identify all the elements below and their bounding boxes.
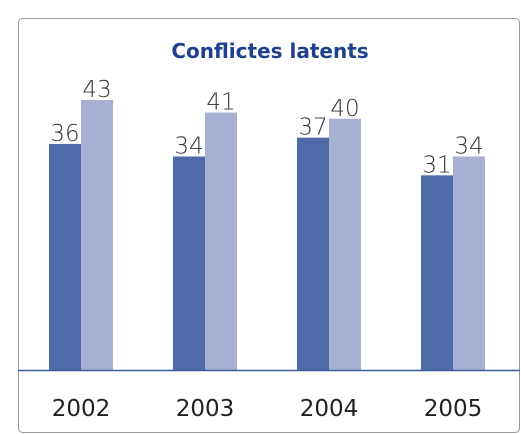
data-label: 41	[206, 90, 235, 116]
bar	[173, 156, 205, 370]
bar	[421, 175, 453, 370]
x-tick-label: 2005	[424, 396, 483, 422]
bar	[297, 137, 329, 370]
x-tick-label: 2003	[176, 396, 235, 422]
data-label: 37	[298, 115, 327, 141]
bar	[49, 143, 81, 370]
bar	[329, 118, 361, 370]
data-label: 34	[174, 133, 203, 159]
chart-title: Conflictes latents	[171, 39, 368, 63]
data-label: 31	[422, 152, 451, 178]
x-tick-label: 2004	[300, 396, 359, 422]
data-label: 34	[454, 133, 483, 159]
data-label: 36	[50, 121, 79, 147]
bar	[205, 112, 237, 371]
data-label: 40	[330, 96, 359, 122]
bar	[453, 156, 485, 370]
frame	[18, 18, 520, 433]
x-tick-label: 2002	[52, 396, 111, 422]
bar	[81, 99, 113, 371]
data-label: 43	[82, 77, 111, 103]
